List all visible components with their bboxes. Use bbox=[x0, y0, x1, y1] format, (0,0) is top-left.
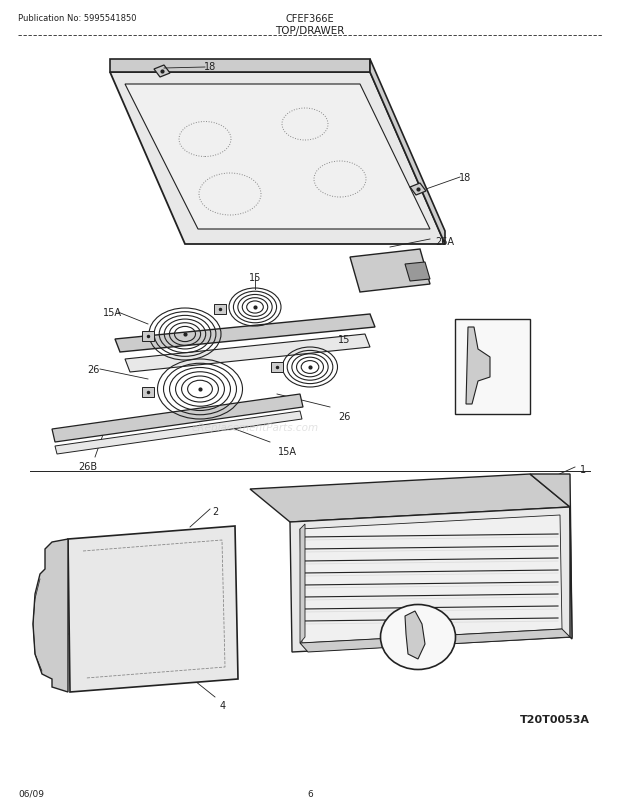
Text: 39: 39 bbox=[42, 647, 54, 657]
Text: Publication No: 5995541850: Publication No: 5995541850 bbox=[18, 14, 136, 23]
Polygon shape bbox=[350, 249, 430, 293]
Polygon shape bbox=[300, 525, 305, 643]
Polygon shape bbox=[110, 60, 370, 73]
Text: 15: 15 bbox=[249, 273, 261, 282]
Polygon shape bbox=[52, 395, 303, 443]
Text: 26B: 26B bbox=[79, 461, 97, 472]
Text: eReplacementParts.com: eReplacementParts.com bbox=[192, 423, 319, 432]
Polygon shape bbox=[271, 363, 283, 373]
Text: 6: 6 bbox=[307, 789, 313, 798]
Polygon shape bbox=[154, 66, 170, 78]
Polygon shape bbox=[115, 314, 375, 353]
Polygon shape bbox=[405, 263, 430, 282]
Text: 15: 15 bbox=[338, 334, 350, 345]
Polygon shape bbox=[142, 387, 154, 398]
Polygon shape bbox=[55, 411, 302, 455]
Text: 2: 2 bbox=[212, 506, 218, 516]
Polygon shape bbox=[290, 508, 572, 652]
Bar bbox=[455, 320, 530, 415]
Polygon shape bbox=[125, 85, 430, 229]
Text: TOP/DRAWER: TOP/DRAWER bbox=[275, 26, 345, 36]
Text: 18: 18 bbox=[459, 172, 471, 183]
Text: 06/09: 06/09 bbox=[18, 789, 44, 798]
Polygon shape bbox=[410, 184, 426, 196]
Text: 26A: 26A bbox=[435, 237, 454, 247]
Text: 7: 7 bbox=[415, 659, 421, 669]
Text: 26: 26 bbox=[87, 365, 99, 375]
Polygon shape bbox=[142, 331, 154, 342]
Polygon shape bbox=[530, 475, 572, 639]
Text: 4: 4 bbox=[220, 700, 226, 710]
Polygon shape bbox=[214, 305, 226, 314]
Polygon shape bbox=[405, 611, 425, 659]
Text: CFEF366E: CFEF366E bbox=[286, 14, 334, 24]
Polygon shape bbox=[110, 73, 445, 245]
Ellipse shape bbox=[381, 605, 456, 670]
Text: 1: 1 bbox=[580, 464, 586, 475]
Polygon shape bbox=[370, 60, 445, 245]
Polygon shape bbox=[68, 526, 238, 692]
Polygon shape bbox=[33, 539, 68, 692]
Polygon shape bbox=[125, 334, 370, 373]
Text: 15A: 15A bbox=[278, 447, 297, 456]
Text: 26: 26 bbox=[338, 411, 350, 422]
Text: 15A: 15A bbox=[102, 308, 122, 318]
Text: 18: 18 bbox=[204, 62, 216, 72]
Text: 52: 52 bbox=[503, 330, 516, 339]
Polygon shape bbox=[300, 516, 562, 643]
Polygon shape bbox=[300, 630, 570, 652]
Polygon shape bbox=[466, 327, 490, 404]
Polygon shape bbox=[250, 475, 570, 522]
Text: T20T0053A: T20T0053A bbox=[520, 714, 590, 724]
Text: 16: 16 bbox=[334, 85, 346, 95]
